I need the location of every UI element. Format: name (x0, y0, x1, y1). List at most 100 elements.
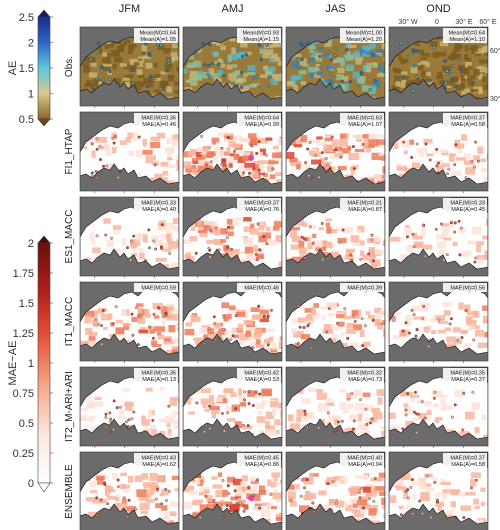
station-marker (300, 57, 304, 62)
coastline (389, 457, 488, 525)
obs-pixel (102, 57, 111, 64)
mae-pixel (85, 497, 96, 502)
mae-pixel (440, 398, 446, 404)
mae-pixel (304, 164, 311, 171)
station-marker (422, 304, 426, 308)
mae-pixel (191, 157, 203, 162)
mae-pixel (138, 308, 147, 316)
station-marker (415, 328, 419, 332)
station-marker (372, 499, 376, 503)
mae-pixel (466, 311, 478, 316)
station-marker (318, 65, 322, 69)
station-marker (265, 242, 269, 246)
mae-pixel (299, 505, 310, 513)
station-marker (462, 391, 466, 395)
station-marker (242, 171, 245, 175)
station-marker (164, 499, 168, 502)
mae-pixel (255, 344, 265, 349)
mae-pixel (349, 414, 360, 421)
station-marker (147, 246, 151, 250)
mae-pixel (449, 220, 455, 228)
mae-pixel (369, 254, 377, 259)
station-marker (343, 307, 347, 311)
station-marker (409, 485, 413, 489)
station-marker (435, 164, 439, 168)
coastline (183, 117, 282, 185)
station-marker (351, 427, 355, 431)
mae-pixel (86, 258, 92, 262)
stat-line-2: MAE(A)=0.94 (348, 462, 382, 468)
mae-pixel (434, 315, 445, 321)
mae-pixel (206, 504, 218, 512)
station-marker (404, 321, 408, 325)
station-marker (305, 237, 308, 241)
station-marker (399, 513, 403, 517)
obs-pixel (309, 71, 317, 78)
mae-pixel (166, 222, 175, 231)
obs-pixel (193, 60, 202, 68)
station-marker (100, 324, 104, 328)
station-marker (402, 140, 406, 144)
station-marker (229, 338, 233, 342)
mae-pixel (233, 217, 243, 222)
mae-pixel (312, 239, 323, 248)
mae-pixel (254, 393, 265, 399)
mae-pixel (217, 472, 223, 478)
obs-pixel (371, 96, 376, 99)
obs-pixel (376, 73, 385, 77)
mae-pixel (177, 399, 179, 403)
panel-frame (182, 451, 283, 530)
station-marker (167, 489, 171, 493)
mae-pixel (265, 226, 271, 232)
mae-pixel (302, 222, 308, 227)
obs-pixel (452, 50, 457, 56)
mae-pixel (150, 136, 161, 142)
mae-pixel (364, 417, 375, 424)
obs-pixel (274, 74, 282, 81)
station-marker (460, 336, 464, 340)
station-marker (257, 84, 261, 88)
mae-pixel (453, 339, 463, 344)
mae-pixel (240, 174, 245, 180)
mae-pixel (289, 230, 297, 238)
stats-box (237, 283, 281, 292)
station-marker (195, 401, 199, 405)
mae-pixel (256, 416, 265, 423)
mae-pixel (437, 249, 445, 258)
obs-pixel (84, 56, 93, 63)
mae-pixel (187, 151, 195, 157)
obs-pixel (375, 49, 384, 53)
mae-pixel (450, 501, 456, 508)
station-marker (339, 155, 343, 159)
obs-pixel (150, 75, 155, 83)
mae-pixel (138, 248, 144, 253)
station-marker (360, 72, 364, 76)
station-marker (325, 163, 329, 167)
station-marker (353, 319, 357, 323)
station-marker (211, 61, 215, 65)
station-marker (98, 144, 102, 148)
obs-pixel (298, 69, 307, 75)
mae-pixel (271, 408, 277, 416)
station-marker (115, 406, 119, 410)
station-marker (258, 506, 262, 510)
mae-pixel (482, 235, 488, 240)
mae-pixel (161, 488, 169, 496)
mae-pixel (356, 229, 361, 233)
mae-pixel (192, 499, 204, 503)
panel-frame (285, 196, 386, 277)
mae-pixel (430, 317, 435, 323)
mae-pixel (162, 248, 172, 252)
obs-pixel (452, 76, 459, 83)
station-marker (370, 233, 374, 237)
map-grid: Obs.Mean(M)=0.64Mean(A)=1.05Mean(M)=0.93… (64, 26, 489, 530)
coastline (389, 287, 488, 355)
station-marker (429, 516, 433, 520)
obs-pixel (315, 64, 321, 71)
mae-pixel (197, 476, 205, 483)
station-marker (262, 234, 266, 238)
mae-pixel (373, 174, 382, 182)
mae-pixel (185, 322, 193, 327)
